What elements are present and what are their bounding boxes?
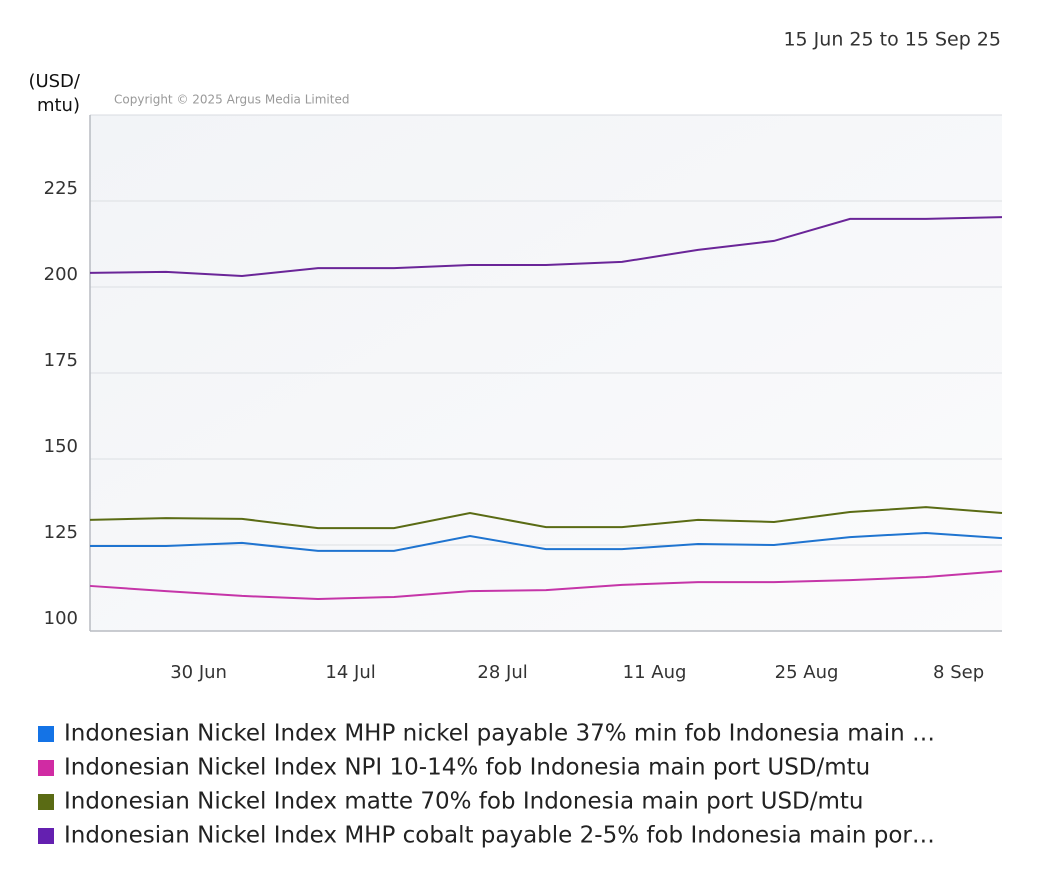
legend-swatch — [38, 726, 54, 742]
legend-swatch — [38, 760, 54, 776]
y-tick-label: 200 — [44, 264, 78, 285]
copyright: Copyright © 2025 Argus Media Limited — [114, 93, 349, 107]
series-line — [89, 216, 1003, 277]
x-tick-label: 8 Sep — [933, 662, 984, 683]
y-tick-label: 150 — [44, 436, 78, 457]
x-tick-label: 14 Jul — [325, 662, 375, 683]
y-tick-label: 225 — [44, 178, 78, 199]
x-tick-label: 28 Jul — [477, 662, 527, 683]
legend-swatch — [38, 794, 54, 810]
legend-label: Indonesian Nickel Index MHP nickel payab… — [64, 721, 935, 747]
x-tick-label: 11 Aug — [623, 662, 687, 683]
y-tick-label: 100 — [44, 608, 78, 629]
y-tick-label: 175 — [44, 350, 78, 371]
series-line — [89, 570, 1003, 601]
legend-label: Indonesian Nickel Index matte 70% fob In… — [64, 789, 864, 815]
series-line — [90, 531, 1003, 552]
series-line — [89, 506, 1003, 530]
x-tick-label: 30 Jun — [170, 662, 227, 683]
legend-label: Indonesian Nickel Index NPI 10-14% fob I… — [64, 755, 870, 781]
date-range: 15 Jun 25 to 15 Sep 25 — [783, 29, 1001, 51]
legend-label: Indonesian Nickel Index MHP cobalt payab… — [64, 823, 935, 849]
y-axis-label: (USD/ mtu) — [28, 71, 80, 116]
legend-swatch — [38, 828, 54, 844]
y-tick-label: 125 — [44, 522, 78, 543]
x-tick-label: 25 Aug — [775, 662, 839, 683]
